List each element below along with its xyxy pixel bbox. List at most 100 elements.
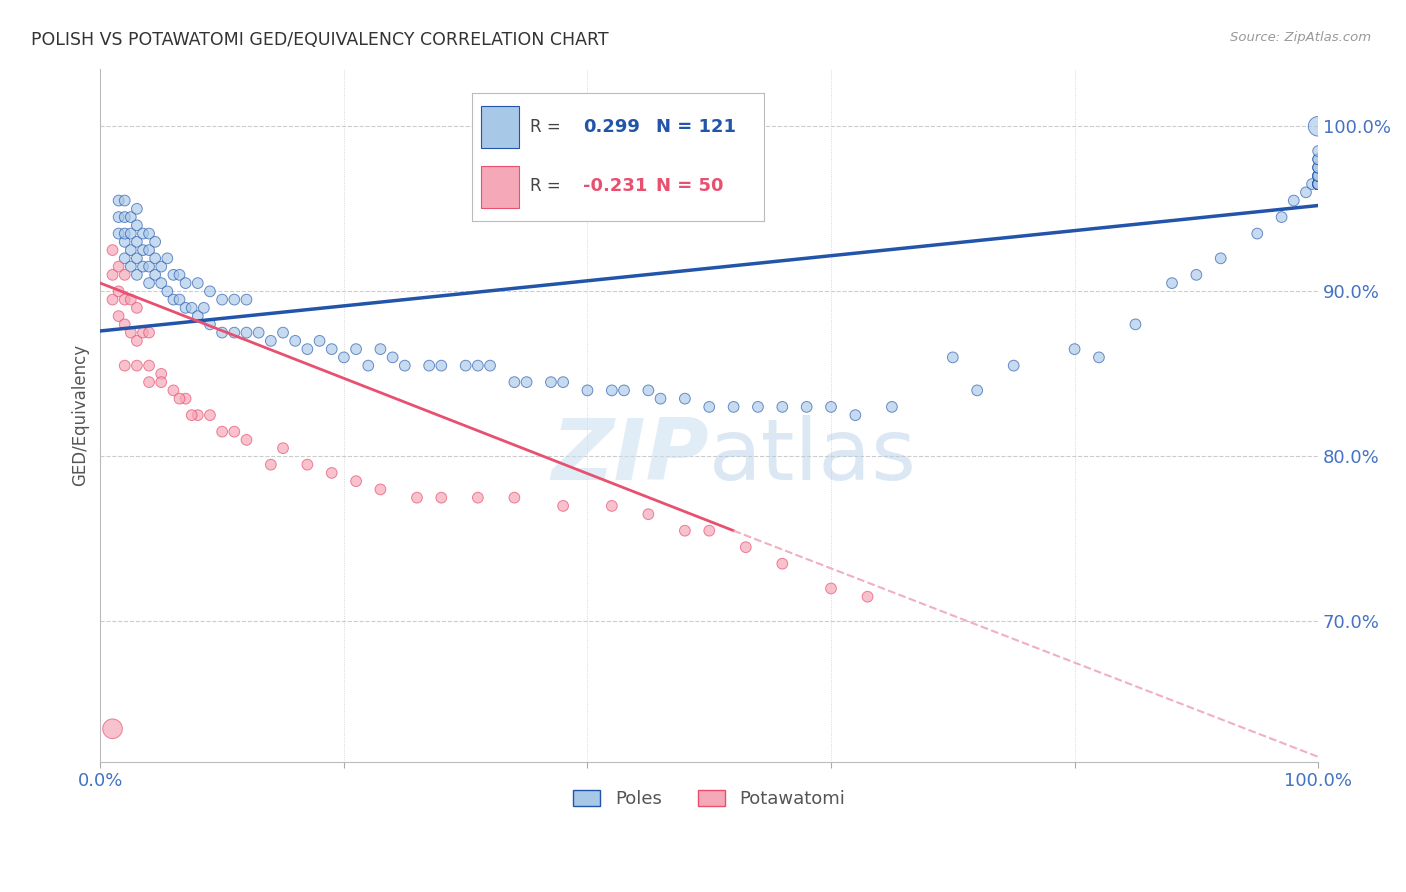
Point (235, 326, 257, 340)
Point (734, 540, 756, 554)
Point (174, 276, 197, 290)
Point (180, 408, 202, 422)
Point (156, 252, 179, 266)
Point (247, 326, 270, 340)
Y-axis label: GED/Equivalency: GED/Equivalency (72, 344, 89, 486)
Point (235, 433, 257, 447)
Point (174, 301, 197, 315)
Legend: Poles, Potawatomi: Poles, Potawatomi (567, 782, 852, 815)
Point (637, 384, 659, 398)
Point (120, 326, 142, 340)
Point (284, 334, 307, 348)
Point (162, 384, 184, 398)
Point (1308, 177, 1330, 191)
Text: ZIP: ZIP (551, 416, 709, 499)
Point (132, 260, 155, 274)
Point (107, 260, 129, 274)
Point (406, 491, 429, 505)
Point (125, 252, 148, 266)
Point (211, 293, 233, 307)
Text: atlas: atlas (709, 416, 917, 499)
Point (1308, 161, 1330, 175)
Point (143, 268, 166, 282)
Point (1125, 318, 1147, 332)
Text: POLISH VS POTAWATOMI GED/EQUIVALENCY CORRELATION CHART: POLISH VS POTAWATOMI GED/EQUIVALENCY COR… (31, 31, 609, 49)
Point (114, 359, 136, 373)
Point (553, 499, 575, 513)
Point (101, 722, 124, 736)
Point (138, 375, 160, 389)
Point (138, 359, 160, 373)
Point (224, 293, 246, 307)
Point (162, 293, 184, 307)
Point (125, 334, 148, 348)
Point (1308, 177, 1330, 191)
Point (235, 293, 257, 307)
Point (1308, 169, 1330, 183)
Point (942, 351, 965, 365)
Point (844, 408, 866, 422)
Point (1308, 153, 1330, 167)
Point (271, 441, 294, 455)
Point (271, 326, 294, 340)
Point (553, 375, 575, 389)
Point (344, 474, 367, 488)
Point (540, 375, 562, 389)
Point (1308, 144, 1330, 158)
Point (138, 276, 160, 290)
Point (1271, 210, 1294, 224)
Point (1308, 177, 1330, 191)
Point (211, 425, 233, 439)
Point (138, 260, 160, 274)
Point (120, 210, 142, 224)
Point (516, 375, 538, 389)
Point (1301, 177, 1323, 191)
Point (1308, 169, 1330, 183)
Point (637, 507, 659, 521)
Point (107, 227, 129, 241)
Point (613, 384, 636, 398)
Point (120, 293, 142, 307)
Point (600, 384, 623, 398)
Point (297, 458, 319, 472)
Point (1308, 120, 1330, 134)
Point (576, 384, 599, 398)
Point (1308, 177, 1330, 191)
Point (650, 392, 672, 406)
Point (1308, 153, 1330, 167)
Point (156, 285, 179, 299)
Point (101, 268, 124, 282)
Point (174, 392, 197, 406)
Point (150, 367, 173, 381)
Point (747, 400, 769, 414)
Point (107, 194, 129, 208)
Point (114, 293, 136, 307)
Point (880, 400, 903, 414)
Point (120, 243, 142, 257)
Point (180, 301, 202, 315)
Point (114, 268, 136, 282)
Point (114, 194, 136, 208)
Point (1308, 177, 1330, 191)
Point (143, 235, 166, 249)
Point (467, 359, 489, 373)
Point (370, 342, 392, 356)
Point (321, 342, 343, 356)
Point (1308, 169, 1330, 183)
Point (697, 400, 720, 414)
Point (169, 293, 191, 307)
Point (187, 276, 209, 290)
Point (125, 202, 148, 216)
Point (820, 582, 842, 596)
Point (430, 491, 453, 505)
Point (125, 359, 148, 373)
Point (454, 359, 477, 373)
Point (1063, 342, 1085, 356)
Point (1308, 177, 1330, 191)
Point (150, 276, 173, 290)
Point (1308, 169, 1330, 183)
Point (114, 210, 136, 224)
Point (321, 466, 343, 480)
Point (308, 334, 330, 348)
Point (503, 491, 526, 505)
